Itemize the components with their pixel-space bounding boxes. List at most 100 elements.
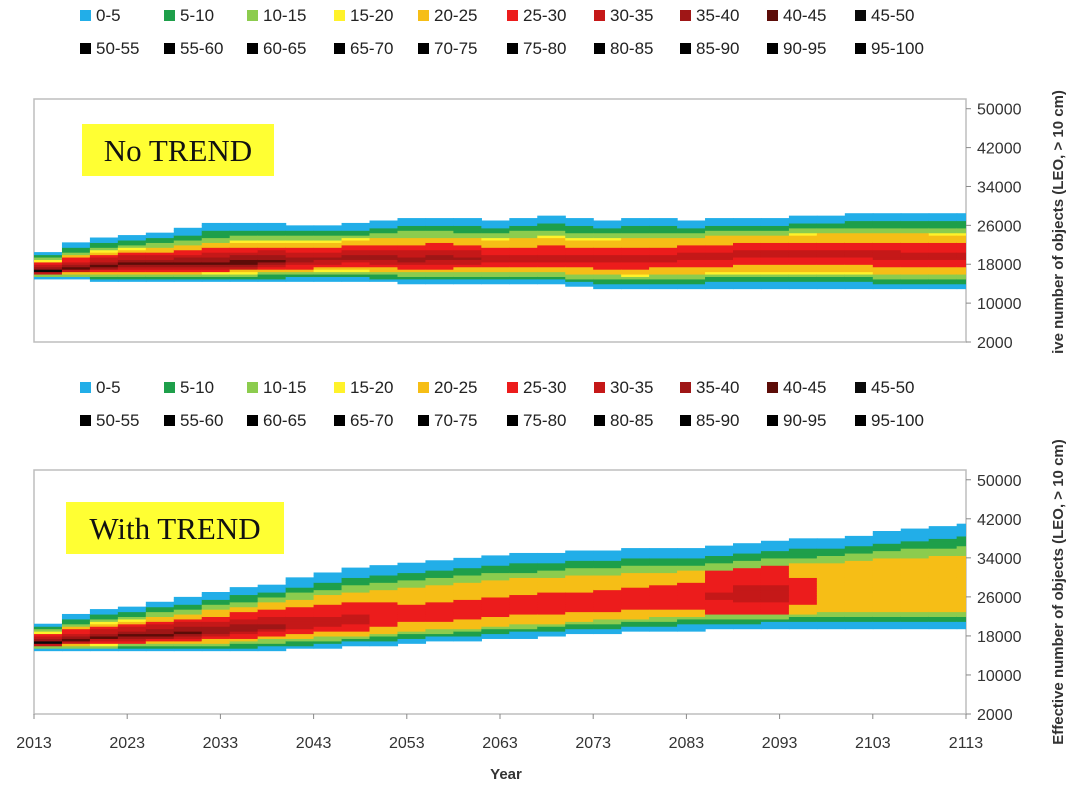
heatmap-cell: [369, 596, 399, 600]
heatmap-cell: [844, 242, 874, 246]
heatmap-cell: [565, 252, 594, 256]
heatmap-cell: [621, 227, 650, 231]
heatmap-cell: [425, 264, 454, 268]
heatmap-cell: [201, 271, 231, 275]
heatmap-cell: [537, 552, 566, 556]
heatmap-cell: [537, 582, 566, 586]
heatmap-cell: [229, 278, 259, 282]
heatmap-cell: [257, 232, 287, 236]
heatmap-cell: [145, 604, 175, 608]
heatmap-cell: [34, 645, 63, 649]
heatmap-cell: [397, 574, 427, 578]
heatmap-cell: [397, 621, 427, 625]
heatmap-cell: [509, 252, 538, 256]
heatmap-cell: [788, 286, 818, 290]
heatmap-cell: [537, 579, 566, 583]
heatmap-cell: [509, 269, 538, 273]
heatmap-cell: [453, 572, 482, 576]
legend-label: 55-60: [180, 411, 223, 430]
heatmap-cell: [593, 239, 622, 243]
heatmap-cell: [844, 601, 874, 605]
heatmap-cell: [369, 266, 399, 270]
legend-swatch: [418, 415, 429, 426]
heatmap-cell: [621, 584, 650, 588]
heatmap-cell: [481, 628, 510, 632]
heatmap-cell: [229, 235, 259, 239]
legend-swatch: [247, 382, 258, 393]
heatmap-cell: [369, 606, 399, 610]
heatmap-cell: [928, 286, 958, 290]
heatmap-cell: [201, 616, 231, 620]
heatmap-cell: [537, 594, 566, 598]
heatmap-cell: [621, 621, 650, 625]
heatmap-cell: [369, 594, 399, 598]
heatmap-cell: [928, 555, 958, 559]
heatmap-cell: [733, 543, 762, 547]
heatmap-cell: [900, 252, 930, 256]
heatmap-cell: [816, 562, 846, 566]
heatmap-cell: [369, 579, 399, 583]
heatmap-cell: [733, 587, 762, 591]
legend-swatch: [507, 43, 518, 54]
heatmap-cell: [872, 577, 902, 581]
heatmap-cell: [453, 596, 482, 600]
heatmap-cell: [89, 242, 119, 246]
panel-tag-bg-with-trend: [66, 502, 284, 554]
heatmap-cell: [705, 567, 734, 571]
heatmap-cell: [369, 582, 399, 586]
heatmap-cell: [872, 247, 902, 251]
heatmap-cell: [593, 249, 622, 253]
heatmap-cell: [453, 599, 482, 603]
heatmap-cell: [928, 560, 958, 564]
heatmap-cell: [788, 232, 818, 236]
heatmap-cell: [733, 230, 762, 234]
heatmap-cell: [369, 273, 399, 277]
heatmap-cell: [481, 589, 510, 593]
heatmap-cell: [201, 643, 231, 647]
heatmap-cell: [397, 592, 427, 596]
heatmap-cell: [593, 572, 622, 576]
heatmap-cell: [649, 281, 678, 285]
heatmap-cell: [816, 582, 846, 586]
heatmap-cell: [928, 242, 958, 246]
heatmap-cell: [229, 626, 259, 630]
heatmap-cell: [760, 587, 790, 591]
heatmap-cell: [900, 261, 930, 265]
heatmap-cell: [565, 592, 594, 596]
heatmap-cell: [425, 230, 454, 234]
heatmap-cell: [788, 557, 818, 561]
heatmap-cell: [928, 227, 958, 231]
heatmap-cell: [453, 604, 482, 608]
heatmap-cell: [481, 609, 510, 613]
heatmap-cell: [201, 640, 231, 644]
heatmap-cell: [313, 594, 343, 598]
heatmap-cell: [285, 261, 315, 265]
heatmap-cell: [928, 235, 958, 239]
heatmap-cell: [145, 264, 175, 268]
heatmap-cell: [34, 261, 63, 265]
heatmap-cell: [565, 555, 594, 559]
heatmap-cell: [956, 579, 966, 583]
heatmap-cell: [173, 273, 203, 277]
heatmap-cell: [593, 261, 622, 265]
heatmap-cell: [537, 220, 566, 224]
heatmap-cell: [593, 550, 622, 554]
heatmap-cell: [872, 596, 902, 600]
heatmap-cell: [733, 584, 762, 588]
heatmap-cell: [900, 533, 930, 537]
x-tick-label: 2013: [16, 735, 52, 752]
heatmap-cell: [705, 247, 734, 251]
heatmap-cell: [928, 618, 958, 622]
heatmap-cell: [621, 244, 650, 248]
heatmap-cell: [425, 623, 454, 627]
legend-label: 45-50: [871, 378, 914, 397]
heatmap-cell: [397, 220, 427, 224]
legend-swatch: [680, 382, 691, 393]
heatmap-cell: [844, 589, 874, 593]
heatmap-cell: [285, 587, 315, 591]
heatmap-cell: [453, 247, 482, 251]
heatmap-cell: [229, 256, 259, 260]
heatmap-cell: [509, 266, 538, 270]
heatmap-cell: [733, 570, 762, 574]
heatmap-cell: [844, 249, 874, 253]
